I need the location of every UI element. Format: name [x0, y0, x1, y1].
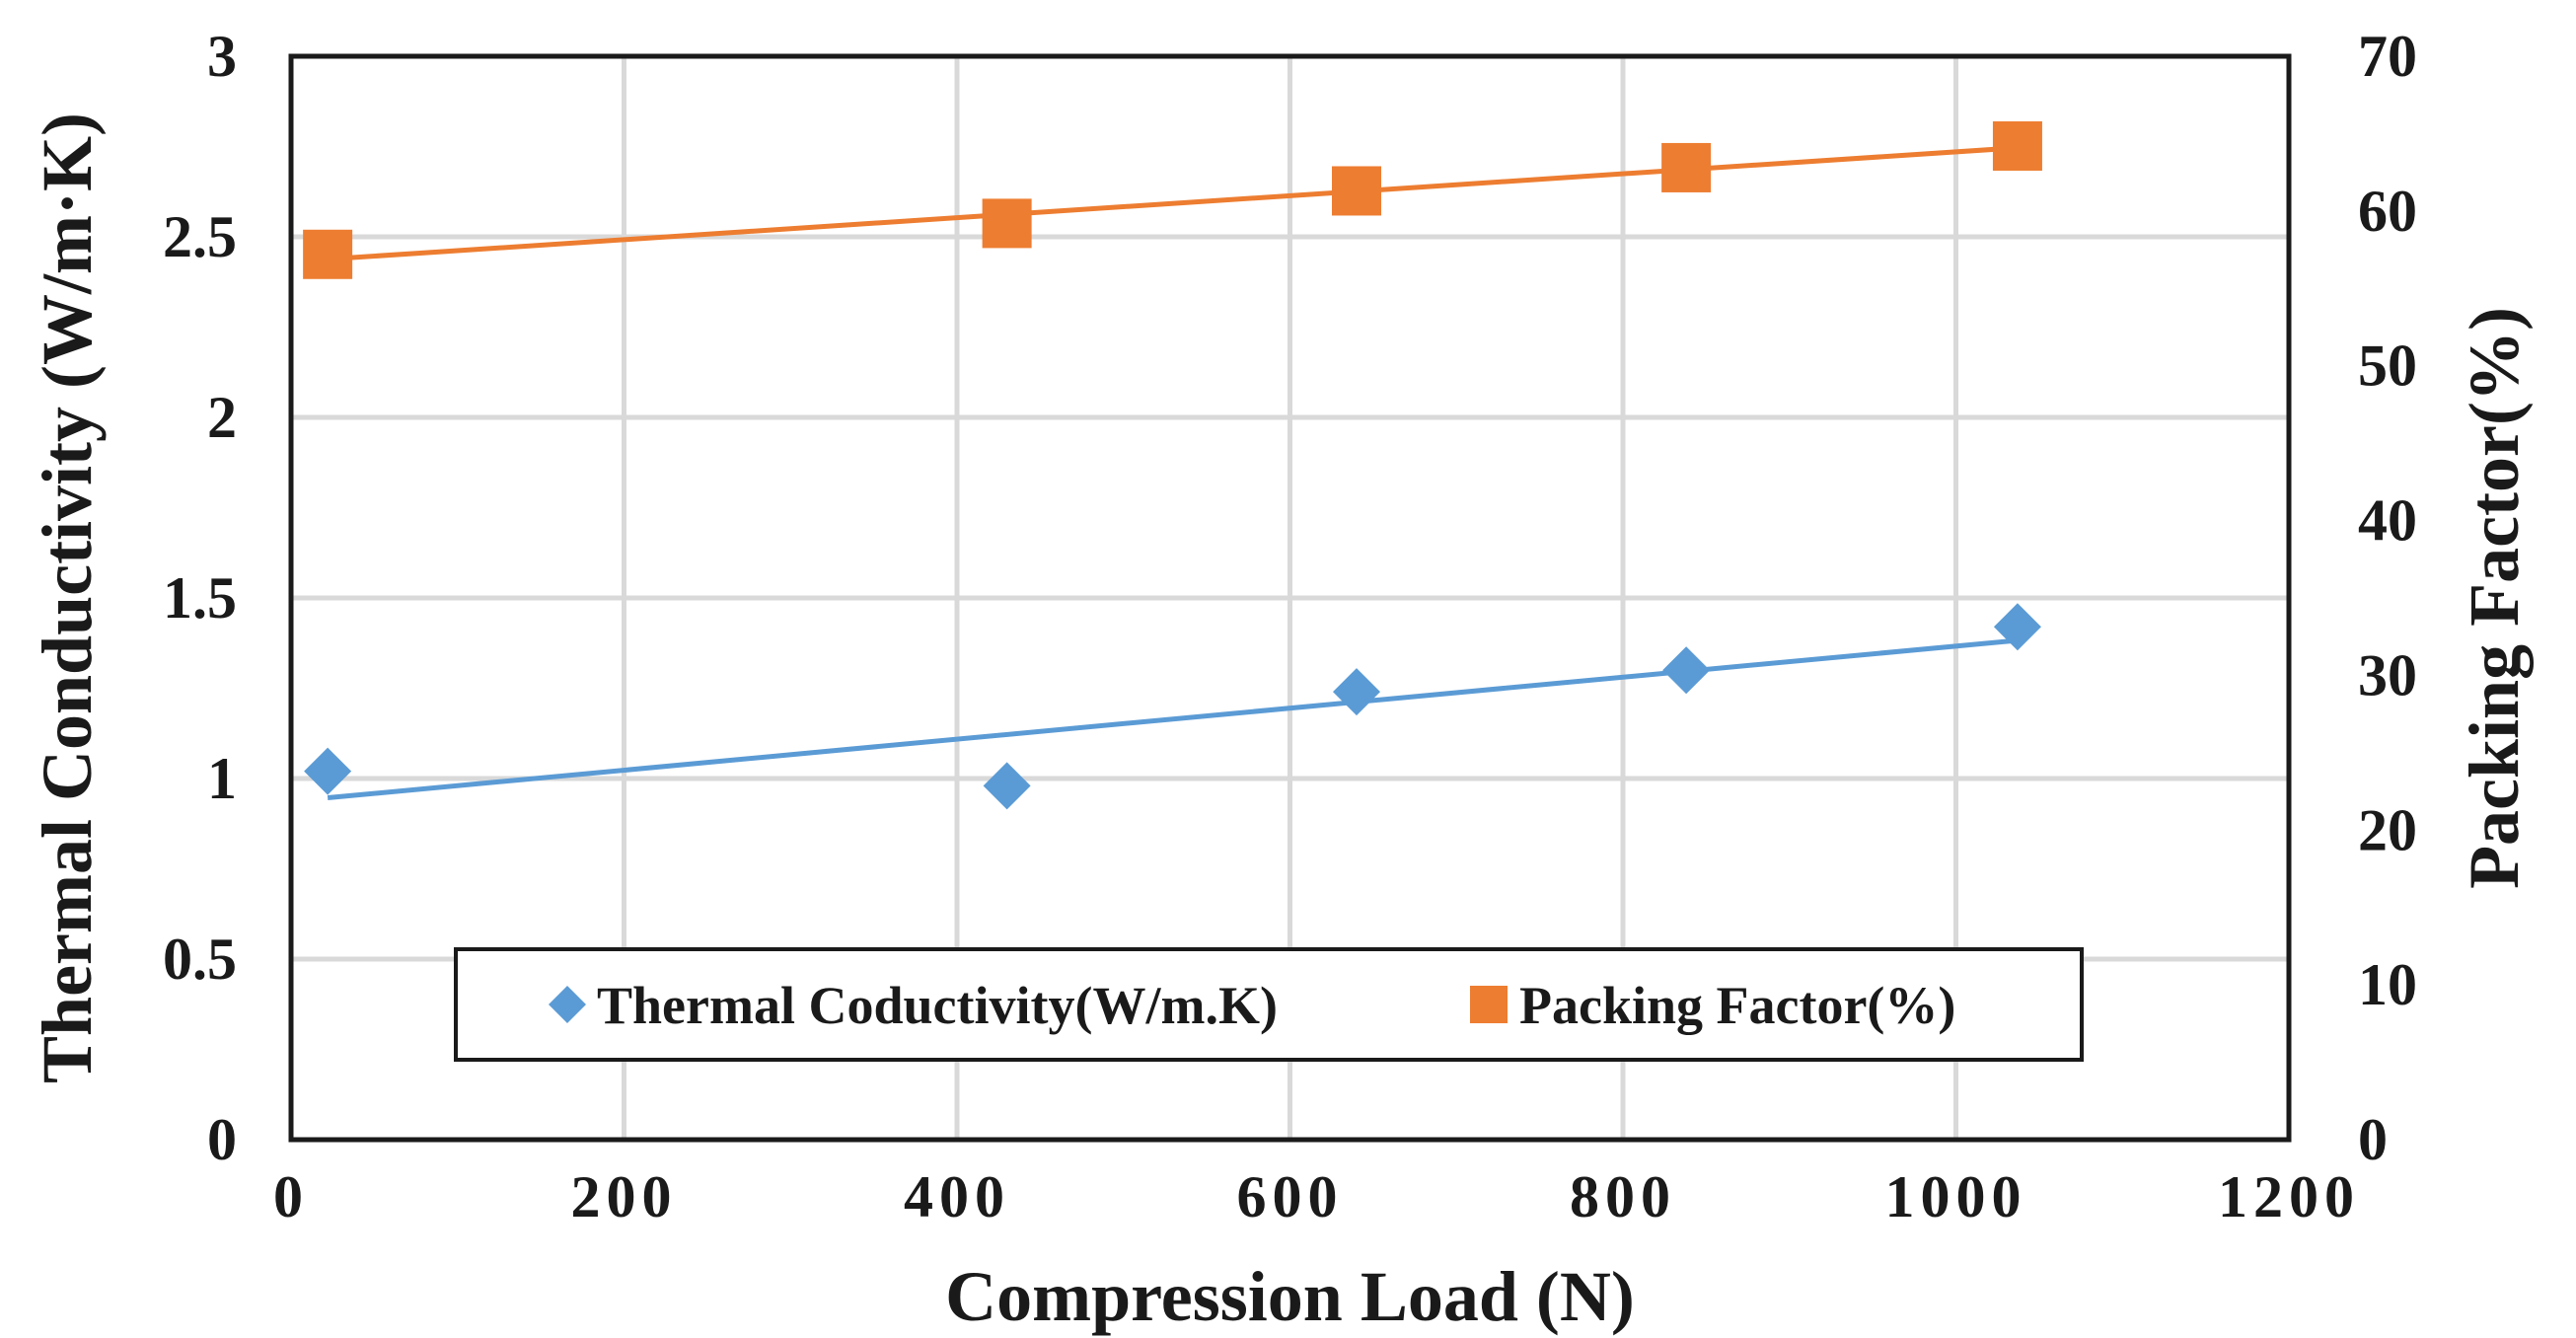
data-markers — [303, 120, 2042, 810]
tick-labels: 0 200 400 600 800 1000 120000.511.522.53010203… — [163, 24, 2417, 1229]
plot-frame — [288, 53, 2292, 1143]
y-right-tick-label: 60 — [2358, 179, 2417, 244]
x-tick-label: 600 — [1237, 1164, 1344, 1229]
y-left-tick-label: 1.5 — [163, 565, 237, 631]
x-tick-label: 1200 — [2218, 1164, 2360, 1229]
data-point-packing-factor — [1332, 166, 1381, 216]
data-point-thermal-conductivity — [983, 762, 1031, 810]
data-point-thermal-conductivity — [1333, 668, 1380, 716]
x-tick-label: 1000 — [1885, 1164, 2027, 1229]
y-right-tick-label: 50 — [2358, 334, 2417, 399]
y-right-tick-label: 20 — [2358, 797, 2417, 862]
legend-marker-thermal-conductivity — [549, 986, 586, 1023]
trendline-packing-factor — [327, 145, 2019, 262]
y-left-tick-label: 0.5 — [163, 927, 237, 992]
legend-label-packing-factor: Packing Factor(%) — [1519, 976, 1955, 1035]
legend-label-thermal-conductivity: Thermal Coductivity(W/m.K) — [597, 976, 1278, 1035]
legend: Thermal Coductivity(W/m.K) Packing Facto… — [454, 947, 2084, 1062]
x-tick-label: 400 — [904, 1164, 1010, 1229]
y-left-tick-label: 1 — [207, 746, 237, 811]
data-point-packing-factor — [1992, 120, 2042, 171]
data-point-thermal-conductivity — [304, 747, 352, 795]
y-right-axis-title: Packing Factor(%) — [2455, 307, 2534, 889]
y-right-tick-label: 70 — [2358, 24, 2417, 89]
legend-box — [454, 947, 2084, 1062]
data-point-thermal-conductivity — [1993, 603, 2041, 651]
x-tick-label: 800 — [1570, 1164, 1676, 1229]
trendline-thermal-conductivity — [327, 637, 2019, 800]
data-point-packing-factor — [1661, 142, 1712, 192]
y-left-tick-label: 2.5 — [163, 204, 237, 269]
data-point-packing-factor — [303, 229, 353, 279]
y-left-tick-label: 2 — [207, 385, 237, 450]
data-point-thermal-conductivity — [1662, 646, 1711, 695]
y-right-tick-label: 10 — [2358, 952, 2417, 1017]
legend-marker-packing-factor — [1470, 986, 1508, 1023]
y-right-tick-label: 40 — [2358, 488, 2417, 554]
y-left-tick-label: 3 — [207, 24, 237, 89]
y-left-tick-label: 0 — [207, 1107, 237, 1172]
x-tick-label: 200 — [571, 1164, 678, 1229]
y-right-tick-label: 0 — [2358, 1107, 2388, 1172]
y-left-axis-title: Thermal Conductivity (W/m·K) — [28, 112, 107, 1083]
data-point-packing-factor — [982, 198, 1032, 249]
trendlines — [327, 145, 2019, 800]
x-axis-title: Compression Load (N) — [945, 1257, 1635, 1336]
y-right-tick-label: 30 — [2358, 642, 2417, 707]
x-tick-label: 0 — [273, 1164, 309, 1229]
